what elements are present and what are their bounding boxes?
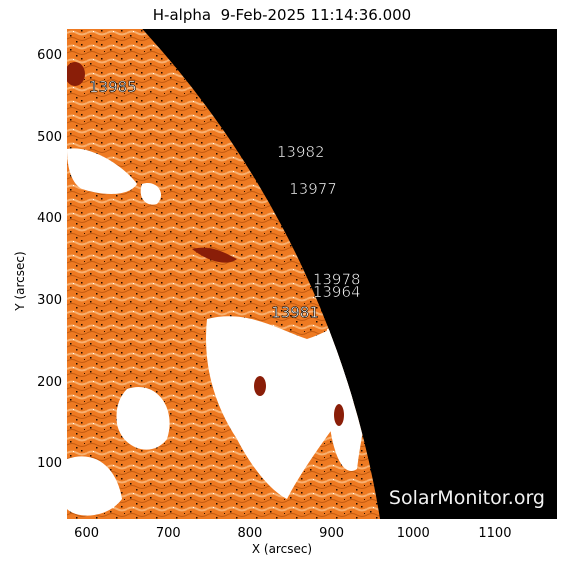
region-label: 13977 <box>289 180 337 198</box>
sunspots <box>67 62 344 426</box>
y-tick-label: 500 <box>37 129 62 145</box>
y-tick-label: 200 <box>37 374 62 390</box>
y-axis-label: Y (arcsec) <box>13 251 27 311</box>
region-label: 13964 <box>313 283 361 301</box>
y-tick-label: 100 <box>37 456 62 472</box>
x-axis-label: X (arcsec) <box>251 542 313 556</box>
y-tick-label: 300 <box>37 292 62 308</box>
region-label: 13981 <box>271 303 319 321</box>
x-tick-label: 700 <box>155 526 181 541</box>
x-tick-label: 900 <box>319 526 344 541</box>
y-tick-label: 600 <box>37 47 62 63</box>
x-tick-label: 1000 <box>396 526 430 541</box>
plot-title: H-alpha 9-Feb-2025 11:14:36.000 <box>152 6 412 24</box>
solarmonitor-watermark: SolarMonitor.org <box>388 487 545 509</box>
region-label: 13985 <box>89 78 137 96</box>
region-label: 13982 <box>277 143 325 161</box>
x-tick-label: 600 <box>74 526 99 541</box>
x-tick-label: 1100 <box>478 526 512 541</box>
region-label: 13978 <box>313 271 361 289</box>
y-tick-label: 400 <box>37 211 62 227</box>
solar-image-frame: 13985 13982 13977 13978 13964 13981 SolarMoni… <box>67 29 557 519</box>
x-tick-label: 800 <box>237 526 263 541</box>
